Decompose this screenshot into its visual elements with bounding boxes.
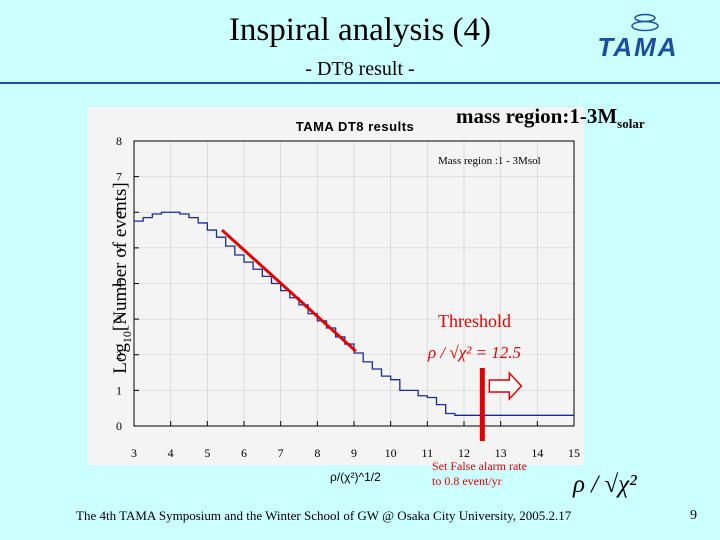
mass-title-text: mass region:1-3M <box>456 104 618 128</box>
false-alarm-note: Set False alarm rate to 0.8 event/yr <box>432 459 527 489</box>
chart-title: TAMA DT8 results <box>296 119 415 134</box>
y-tick-label: 3 <box>116 312 122 326</box>
y-tick-label: 1 <box>116 383 122 397</box>
ylabel-rest: [Number of events] <box>110 182 131 332</box>
false-alarm-line2: to 0.8 event/yr <box>432 474 502 488</box>
y-tick-label: 4 <box>116 277 122 291</box>
y-tick-label: 5 <box>116 241 122 255</box>
y-tick-label: 2 <box>116 348 122 362</box>
mass-region-title: mass region:1-3Msolar <box>456 104 645 132</box>
x-tick-label: 3 <box>131 446 137 460</box>
page-number: 9 <box>690 508 697 523</box>
footer-text: The 4th TAMA Symposium and the Winter Sc… <box>76 508 572 523</box>
x-tick-label: 13 <box>495 446 507 460</box>
y-axis-label: Log10[Number of events] <box>110 128 135 428</box>
x-tick-label: 12 <box>458 446 470 460</box>
y-tick-label: 6 <box>116 205 122 219</box>
y-tick-label: 8 <box>116 134 122 148</box>
x-formula: ρ / √χ² <box>572 471 637 498</box>
fit-line <box>220 228 357 353</box>
logo-text: TAMA <box>597 32 678 62</box>
arrow-shape <box>488 371 523 401</box>
tama-logo: TAMA <box>597 13 678 62</box>
x-tick-label: 15 <box>568 446 580 460</box>
inset-title: Mass region :1 - 3Msol <box>438 155 541 167</box>
x-tick-label: 6 <box>241 446 247 460</box>
title-divider <box>0 82 720 84</box>
x-tick-label: 5 <box>204 446 210 460</box>
threshold-formula: ρ / √χ² = 12.5 <box>427 343 521 362</box>
x-tick-label: 9 <box>351 446 357 460</box>
x-tick-label: 4 <box>168 446 174 460</box>
false-alarm-line1: Set False alarm rate <box>432 459 527 473</box>
ylabel-sub: 10 <box>119 331 134 344</box>
x-tick-label: 8 <box>314 446 320 460</box>
x-tick-label: 14 <box>531 446 543 460</box>
slide-subtitle: - DT8 result - <box>305 58 415 80</box>
x-axis-label: ρ/(χ²)^1/2 <box>330 470 381 484</box>
threshold-label: Threshold <box>438 311 511 331</box>
ylabel-main: Log <box>110 343 131 374</box>
threshold-arrow <box>488 371 523 401</box>
y-tick-label: 0 <box>116 419 122 433</box>
x-tick-label: 7 <box>278 446 284 460</box>
y-tick-label: 7 <box>116 170 122 184</box>
mass-title-sub: solar <box>617 116 645 132</box>
x-tick-label: 10 <box>385 446 397 460</box>
slide-title: Inspiral analysis (4) <box>228 12 492 48</box>
axes <box>133 140 575 427</box>
plot-frame <box>133 140 575 427</box>
x-tick-label: 11 <box>422 446 434 460</box>
